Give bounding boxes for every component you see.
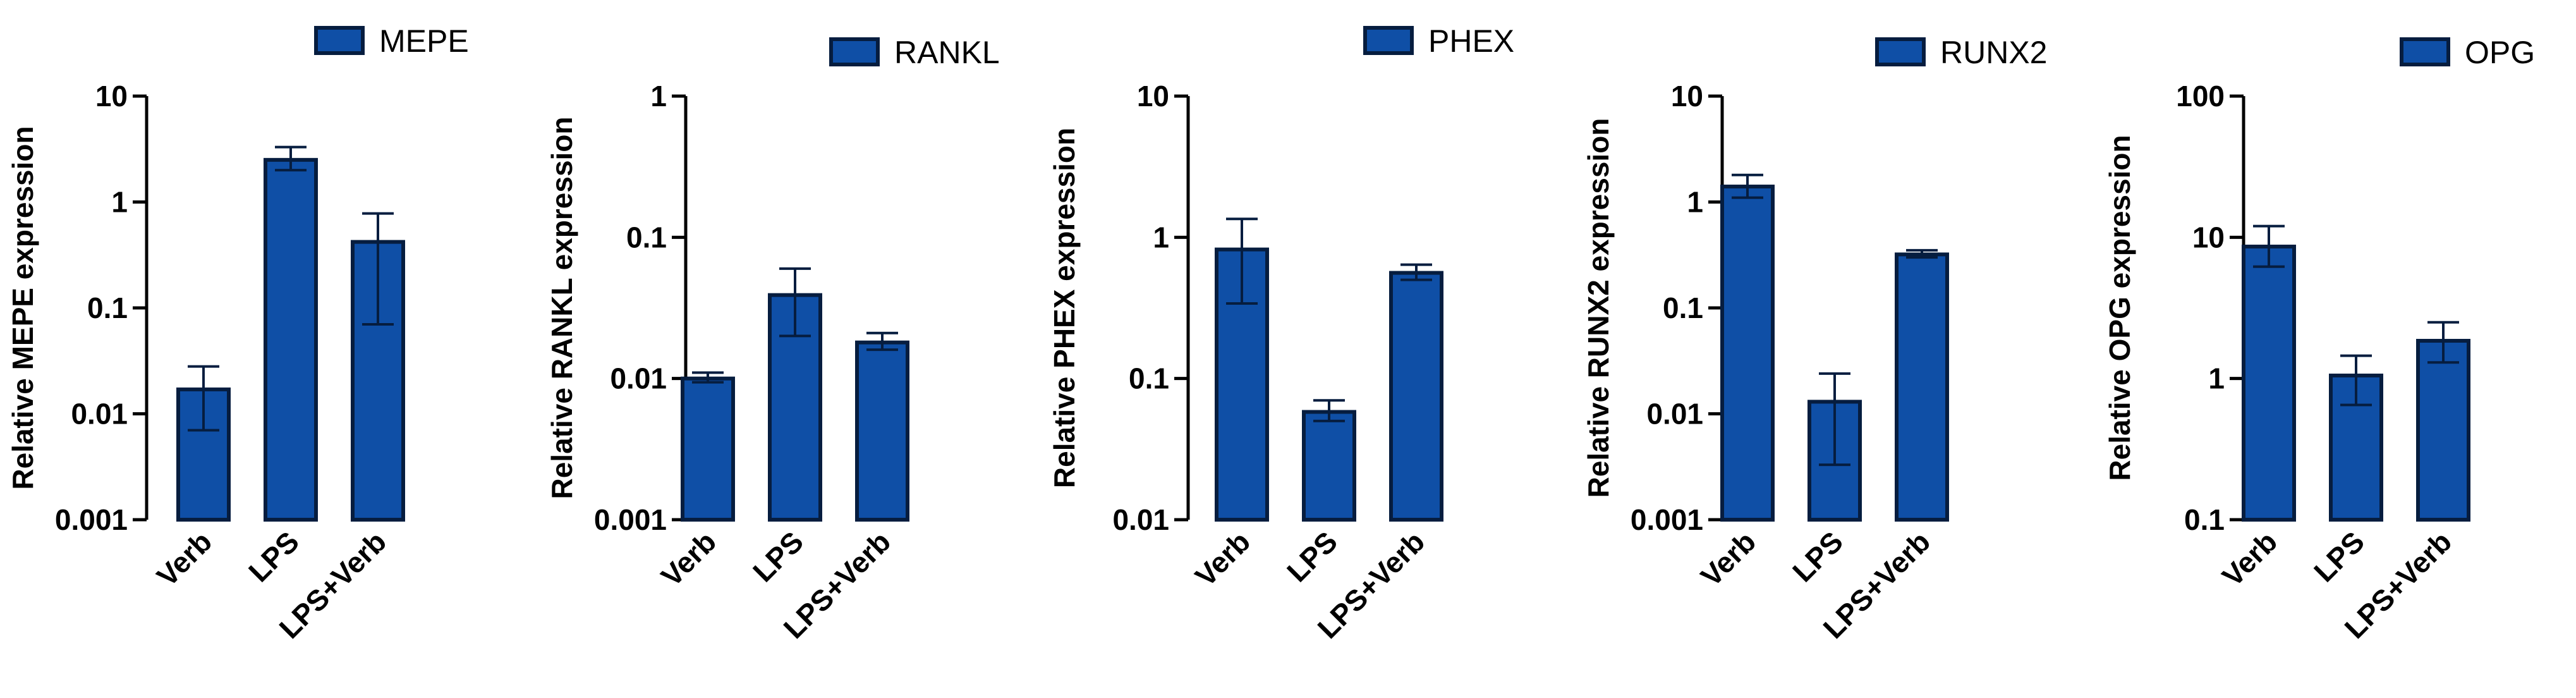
y-tick-label: 10 [2192, 221, 2225, 254]
x-tick-label: LPS [746, 525, 810, 588]
y-tick-label: 0.01 [610, 362, 667, 395]
legend-label: PHEX [1428, 23, 1514, 59]
y-tick-label: 1 [2208, 362, 2225, 395]
y-tick-label: 0.001 [594, 503, 667, 536]
x-tick-label: LPS [2307, 525, 2371, 588]
x-tick-label: LPS [1280, 525, 1344, 588]
chart-panel-runx2: 0.001 0.01 0.1 1 10 Relative RUNX2 expression… [1582, 35, 2047, 645]
y-tick-label: 10 [1137, 80, 1169, 113]
legend-label: RUNX2 [1940, 35, 2047, 70]
y-tick-label: 0.01 [1112, 503, 1169, 536]
legend-label: RANKL [894, 35, 1000, 70]
bar-verb [2242, 244, 2296, 522]
bar-verb [1720, 185, 1775, 522]
chart-panel-phex: 0.01 0.1 1 10 Relative PHEX expression Verb LP… [1048, 23, 1514, 645]
y-tick-label: 1 [1687, 186, 1703, 219]
y-axis-title: Relative RANKL expression [545, 116, 578, 499]
x-tick-label: LPS [242, 525, 305, 588]
y-tick-label: 0.001 [1631, 503, 1703, 536]
chart-panel-mepe: 0.001 0.01 0.1 1 10 Relative MEPE expression V… [6, 23, 469, 645]
y-tick-label: 1 [111, 186, 128, 219]
legend-swatch [829, 37, 880, 66]
y-tick-label: 1 [650, 80, 667, 113]
y-axis-title: Relative RUNX2 expression [1582, 118, 1615, 498]
y-tick-label: 0.1 [626, 221, 667, 254]
y-tick-label: 0.01 [1646, 398, 1703, 431]
y-axis-title: Relative OPG expression [2103, 135, 2136, 481]
legend-swatch [314, 26, 365, 55]
legend-swatch [1875, 37, 1926, 66]
y-tick-label: 0.1 [1129, 362, 1169, 395]
y-tick-label: 0.1 [2184, 503, 2225, 536]
legend-swatch [2400, 37, 2450, 66]
bar-verb [681, 376, 735, 522]
bar-lps-plus-verb [855, 340, 909, 522]
bar-lps [1302, 410, 1356, 522]
bar-lps-plus-verb [1895, 252, 1949, 522]
x-tick-label: Verb [1189, 525, 1256, 592]
y-tick-label: 1 [1153, 221, 1169, 254]
x-tick-label: LPS [1786, 525, 1849, 588]
x-tick-label: Verb [1694, 525, 1762, 592]
bar-lps-plus-verb [2416, 338, 2470, 522]
y-tick-label: 10 [1671, 80, 1703, 113]
y-tick-label: 10 [95, 80, 128, 113]
x-tick-label: Verb [150, 525, 218, 592]
y-tick-label: 0.1 [87, 291, 128, 324]
y-tick-label: 0.01 [71, 398, 128, 431]
x-tick-label: Verb [2216, 525, 2283, 592]
legend-label: OPG [2465, 35, 2535, 70]
y-tick-label: 100 [2176, 80, 2225, 113]
bar-lps-plus-verb [1389, 271, 1443, 522]
bar-lps [264, 157, 318, 522]
y-tick-label: 0.001 [55, 503, 128, 536]
legend-swatch [1363, 26, 1414, 55]
y-axis-title: Relative MEPE expression [6, 126, 39, 489]
legend-label: MEPE [379, 23, 469, 59]
y-axis-title: Relative PHEX expression [1048, 128, 1081, 488]
y-tick-label: 0.1 [1663, 291, 1703, 324]
